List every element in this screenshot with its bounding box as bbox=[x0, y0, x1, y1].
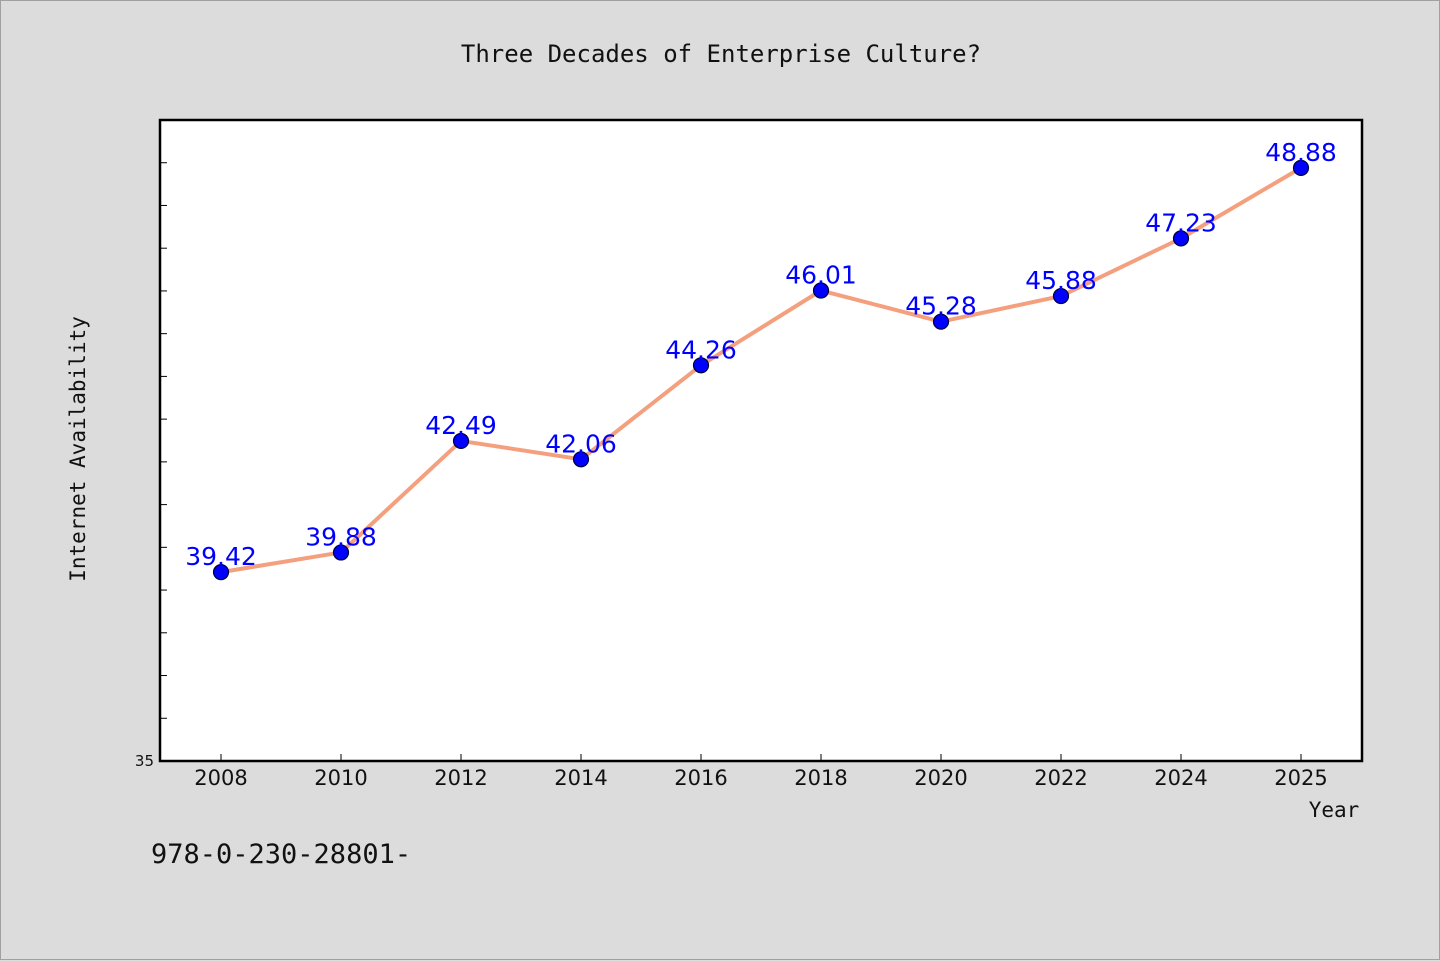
data-point-label: 45.28 bbox=[905, 292, 977, 321]
plot-area bbox=[158, 118, 1364, 763]
x-tick-label: 2025 bbox=[1274, 766, 1327, 790]
y-axis-ticks: 35 bbox=[135, 162, 167, 770]
data-point-marker bbox=[932, 313, 950, 330]
x-axis-label: Year bbox=[1309, 798, 1360, 822]
x-tick-label: 2016 bbox=[674, 766, 727, 790]
data-point-marker bbox=[812, 282, 830, 299]
data-point-label: 45.88 bbox=[1025, 266, 1097, 295]
chart-title: Three Decades of Enterprise Culture? bbox=[461, 40, 981, 68]
data-point-label: 48.88 bbox=[1265, 138, 1337, 167]
series-markers bbox=[212, 159, 1310, 581]
x-tick-label: 2014 bbox=[554, 766, 607, 790]
data-point-label: 47.23 bbox=[1145, 208, 1217, 237]
data-point-marker bbox=[1052, 287, 1070, 305]
data-point-marker bbox=[692, 357, 710, 374]
series-line bbox=[220, 166, 1303, 575]
x-tick-label: 2012 bbox=[434, 766, 487, 790]
data-point-label: 39.42 bbox=[185, 542, 257, 571]
data-point-marker bbox=[332, 544, 350, 561]
data-point-marker bbox=[1172, 230, 1190, 247]
x-tick-label: 2010 bbox=[314, 766, 367, 790]
data-labels: 39.42 39.88 42.49 42.06 44.26 46.01 45.28 45.88… bbox=[185, 138, 1337, 571]
y-axis-label: Internet Availability bbox=[66, 316, 90, 582]
data-point-label: 39.88 bbox=[305, 522, 377, 551]
data-point-marker bbox=[572, 451, 590, 468]
data-point-label: 42.49 bbox=[425, 411, 497, 440]
data-point-label: 44.26 bbox=[665, 335, 737, 364]
data-point-label: 42.06 bbox=[545, 429, 617, 458]
data-point-marker bbox=[212, 564, 230, 581]
data-point-label: 46.01 bbox=[785, 261, 857, 290]
x-tick-label: 2024 bbox=[1154, 766, 1207, 790]
footer-isbn-text: 978-0-230-28801- bbox=[151, 839, 411, 870]
x-tick-label: 2020 bbox=[914, 766, 967, 790]
x-tick-label: 2022 bbox=[1034, 766, 1087, 790]
data-point-marker bbox=[452, 432, 470, 450]
x-tick-label: 2008 bbox=[194, 766, 247, 790]
y-tick-label: 35 bbox=[135, 752, 154, 770]
x-axis-ticks: 2008 2010 2012 2014 2016 2018 2020 2022 2024 2025 bbox=[194, 754, 1328, 790]
x-tick-label: 2018 bbox=[794, 766, 847, 790]
data-point-marker bbox=[1292, 159, 1310, 176]
